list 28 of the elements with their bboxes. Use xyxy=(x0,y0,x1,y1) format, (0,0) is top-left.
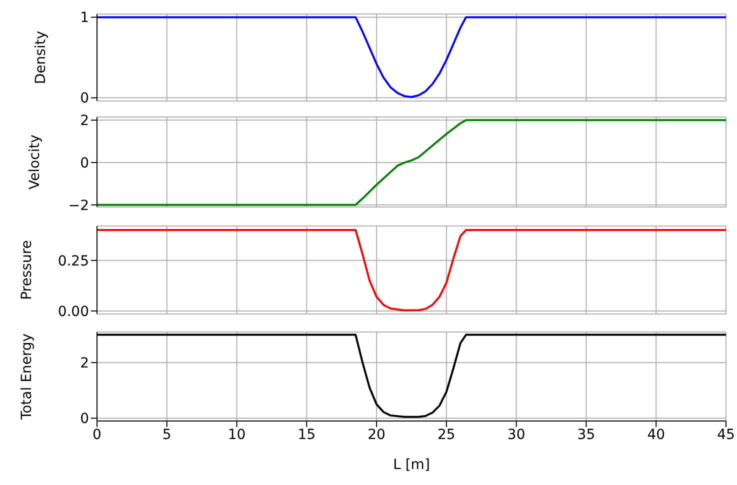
x-tick-label: 5 xyxy=(162,426,172,443)
y-tick-label: 2 xyxy=(80,356,89,372)
x-tick-label: 45 xyxy=(717,426,735,443)
x-tick-label: 15 xyxy=(298,426,316,443)
y-tick-label: −2 xyxy=(68,198,89,214)
x-tick-label: 35 xyxy=(577,426,596,443)
x-tick-label: 20 xyxy=(368,426,386,443)
y-axis-title: Velocity xyxy=(26,134,43,190)
y-axis-title: Density xyxy=(32,30,49,84)
x-tick-label: 0 xyxy=(92,426,102,443)
y-axis-title: Pressure xyxy=(18,240,35,300)
y-tick-label: 0 xyxy=(80,156,89,172)
y-axis-title: Total Energy xyxy=(18,333,35,421)
x-tick-label: 10 xyxy=(228,426,246,443)
y-tick-label: 0.00 xyxy=(58,304,89,320)
line-series xyxy=(97,334,726,418)
y-tick-label: 0.25 xyxy=(58,253,89,270)
y-tick-label: 0 xyxy=(80,90,89,107)
line-series xyxy=(97,229,726,312)
x-tick-label: 40 xyxy=(647,426,666,443)
y-tick-label: 2 xyxy=(80,113,89,130)
y-tick-label: 1 xyxy=(80,10,89,26)
x-tick-label: 25 xyxy=(438,426,456,443)
line-series xyxy=(97,119,726,206)
line-series xyxy=(97,16,726,98)
x-axis-title: L [m] xyxy=(393,457,430,473)
y-tick-label: 0 xyxy=(80,411,89,428)
x-tick-label: 30 xyxy=(507,426,526,443)
